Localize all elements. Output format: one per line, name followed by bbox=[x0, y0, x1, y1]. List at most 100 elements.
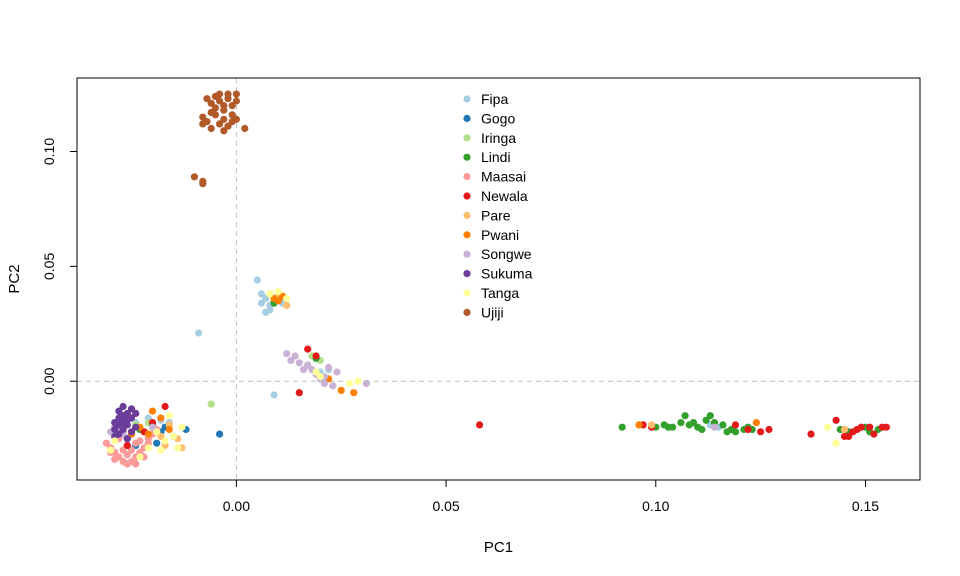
data-point bbox=[127, 446, 136, 454]
data-point bbox=[115, 407, 123, 415]
data-point bbox=[618, 423, 626, 431]
data-point bbox=[169, 432, 178, 440]
data-point bbox=[165, 412, 173, 420]
data-point bbox=[148, 407, 157, 415]
data-point bbox=[295, 359, 303, 367]
data-point bbox=[312, 352, 320, 360]
data-point bbox=[228, 111, 236, 119]
data-point bbox=[731, 421, 740, 429]
data-point bbox=[291, 352, 299, 360]
data-point bbox=[220, 127, 228, 135]
data-point bbox=[257, 290, 266, 298]
data-point bbox=[228, 102, 236, 110]
legend-label: Maasai bbox=[481, 169, 526, 185]
data-point bbox=[731, 428, 740, 436]
legend-label: Tanga bbox=[481, 285, 519, 301]
data-point bbox=[190, 173, 198, 181]
legend-marker bbox=[463, 192, 471, 200]
data-point bbox=[220, 102, 228, 110]
x-tick-label: 0.00 bbox=[223, 498, 250, 514]
data-point bbox=[832, 416, 840, 424]
series-pare bbox=[157, 290, 849, 452]
data-point bbox=[304, 345, 312, 353]
data-point bbox=[807, 430, 815, 438]
data-point bbox=[199, 177, 207, 185]
data-point bbox=[648, 421, 656, 429]
data-point bbox=[635, 421, 643, 429]
data-point bbox=[157, 414, 165, 422]
data-point bbox=[127, 428, 136, 436]
data-point bbox=[299, 366, 308, 374]
x-axis: 0.00 0.05 0.10 0.15 bbox=[223, 479, 879, 514]
data-point bbox=[283, 350, 291, 358]
data-point bbox=[111, 425, 119, 434]
data-point bbox=[744, 425, 752, 434]
data-point bbox=[719, 421, 727, 429]
y-tick-label: 0.05 bbox=[41, 253, 57, 280]
data-point bbox=[870, 430, 878, 438]
data-point bbox=[136, 453, 144, 461]
y-axis-label: PC2 bbox=[6, 264, 23, 293]
legend-label: Ujiji bbox=[481, 304, 504, 320]
data-point bbox=[337, 386, 345, 394]
data-point bbox=[262, 308, 270, 316]
data-point bbox=[316, 373, 324, 381]
data-point bbox=[362, 379, 370, 388]
data-point bbox=[216, 430, 224, 438]
data-point bbox=[123, 441, 131, 450]
data-point bbox=[123, 435, 131, 443]
legend-marker bbox=[463, 95, 471, 103]
data-point bbox=[304, 361, 312, 369]
legend-label: Gogo bbox=[481, 110, 515, 126]
legend-label: Iringa bbox=[481, 130, 516, 146]
data-point bbox=[228, 118, 236, 126]
legend-label: Pwani bbox=[481, 227, 519, 243]
data-point bbox=[333, 368, 341, 376]
data-point bbox=[207, 124, 215, 133]
data-point bbox=[157, 432, 165, 440]
data-point bbox=[329, 382, 337, 390]
data-point bbox=[161, 402, 169, 411]
series-songwe bbox=[107, 350, 719, 438]
data-point bbox=[119, 446, 127, 454]
data-point bbox=[224, 90, 232, 98]
data-point bbox=[320, 379, 328, 388]
data-point bbox=[257, 299, 266, 307]
legend-marker bbox=[463, 134, 471, 142]
series-ujiji bbox=[190, 90, 249, 188]
data-point bbox=[119, 425, 127, 434]
y-axis: 0.00 0.05 0.10 bbox=[41, 138, 78, 395]
data-point bbox=[295, 389, 303, 397]
legend-marker bbox=[463, 173, 471, 181]
legend-marker bbox=[463, 153, 471, 161]
legend-label: Songwe bbox=[481, 246, 532, 262]
data-point bbox=[119, 402, 127, 411]
legend-marker bbox=[463, 289, 471, 297]
data-point bbox=[144, 444, 152, 452]
data-point bbox=[220, 115, 228, 123]
data-point bbox=[107, 446, 115, 454]
data-point bbox=[224, 122, 232, 130]
data-point bbox=[232, 90, 240, 98]
data-point bbox=[123, 451, 131, 459]
legend-marker bbox=[463, 211, 471, 219]
data-point bbox=[203, 118, 211, 126]
data-point bbox=[165, 425, 173, 434]
data-point bbox=[241, 124, 249, 133]
data-point bbox=[866, 423, 874, 431]
data-point bbox=[287, 356, 295, 365]
data-point bbox=[857, 423, 865, 431]
legend-label: Lindi bbox=[481, 149, 511, 165]
data-point bbox=[765, 425, 773, 434]
data-point bbox=[312, 368, 320, 376]
data-point bbox=[132, 460, 140, 468]
legend-marker bbox=[463, 250, 471, 258]
data-point bbox=[274, 288, 282, 296]
data-point bbox=[698, 425, 706, 434]
data-point bbox=[757, 428, 765, 436]
data-point bbox=[283, 301, 291, 309]
legend-label: Newala bbox=[481, 188, 528, 204]
series-fipa bbox=[115, 276, 723, 436]
x-tick-label: 0.15 bbox=[852, 498, 879, 514]
data-point bbox=[283, 294, 291, 303]
